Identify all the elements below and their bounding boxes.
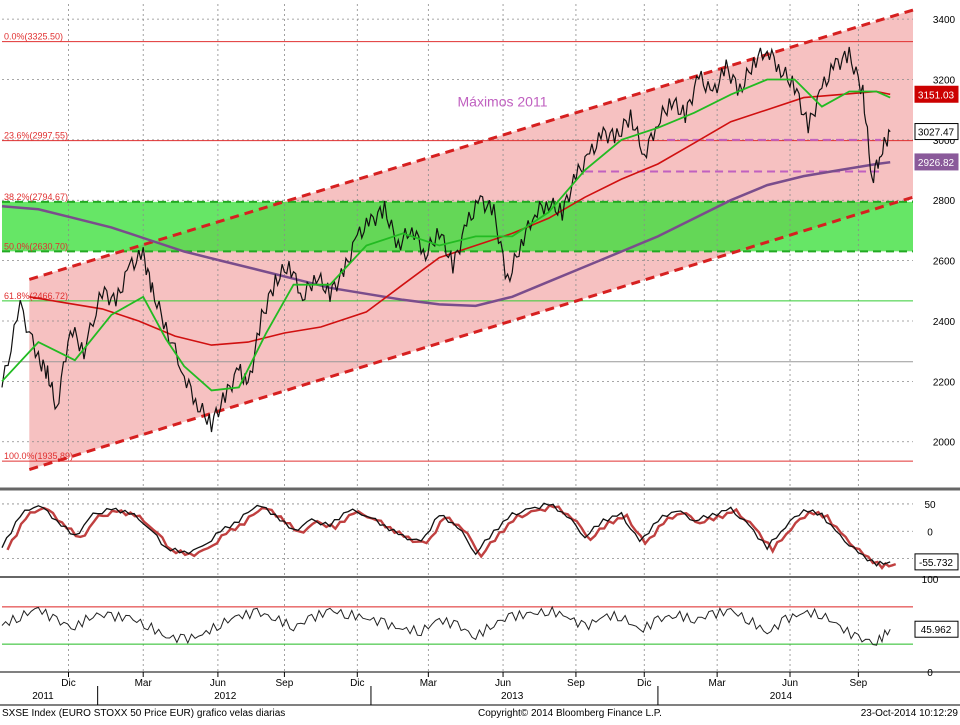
main-y-tick-label: 3400 (933, 15, 956, 26)
price-tag-box (914, 123, 959, 141)
rsi-panel: 10050045.962 (1, 575, 959, 679)
fibonacci-green-band (2, 201, 913, 252)
month-label: Jun (782, 678, 798, 689)
main-y-tick-label: 2800 (933, 196, 956, 207)
month-label: Jun (210, 678, 226, 689)
year-label: 2012 (214, 691, 237, 702)
month-label: Sep (849, 678, 867, 689)
month-label: Dic (637, 678, 651, 689)
month-label: Dic (350, 678, 364, 689)
main-y-tick-label: 2400 (933, 317, 956, 328)
osc-value-box (914, 553, 959, 571)
month-label: Mar (420, 678, 438, 689)
osc-y-tick-label: 50 (924, 500, 936, 511)
fibonacci-level-label: 61.8%(2466.72) (4, 291, 68, 301)
fibonacci-level-label: 0.0%(3325.50) (4, 32, 63, 42)
year-label: 2013 (501, 691, 524, 702)
time-axis: Dic Mar Jun Sep Dic Mar Jun Sep Dic Mar Jun Sep 2011… (0, 671, 960, 706)
footer-left: SXSE Index (EURO STOXX 50 Price EUR) gra… (2, 708, 285, 719)
moving-average-long (1, 160, 891, 308)
rsi-value-label: 45.962 (921, 625, 952, 636)
rsi-value-box (914, 620, 959, 638)
fibonacci-level-label: 23.6%(2997.55) (4, 131, 68, 141)
oscillator-panel: 500-50-55.732 (0, 493, 960, 578)
footer-copyright: Copyright© 2014 Bloomberg Finance L.P. (478, 708, 662, 719)
main-y-tick-label: 2200 (933, 377, 956, 388)
rsi-y-tick-label: 0 (927, 668, 933, 679)
month-label: Sep (567, 678, 585, 689)
month-label: Jun (495, 678, 511, 689)
osc-y-tick-label: 0 (927, 527, 933, 538)
moving-average-mid (29, 90, 891, 346)
channel-upper-line (28, 8, 914, 281)
fibonacci-level-label: 50.0%(2630.70) (4, 241, 68, 251)
price-tag-box (914, 153, 959, 171)
rsi-line (1, 605, 891, 646)
main-y-tick-label: 2000 (933, 438, 956, 449)
main-y-tick-label: 2600 (933, 257, 956, 268)
oscillator-line (1, 502, 891, 567)
maximos-2011-annotation: Máximos 2011 (458, 94, 548, 110)
moving-average-short (1, 78, 891, 392)
price-series (1, 46, 891, 433)
osc-value-label: -55.732 (919, 558, 953, 569)
fibonacci-level-label: 100.0%(1935.89) (4, 451, 73, 461)
month-label: Sep (276, 678, 294, 689)
price-tag-label: 2926.82 (918, 158, 955, 169)
price-tag-label: 3151.03 (918, 90, 955, 101)
fibonacci-level-label: 38.2%(2794.67) (4, 192, 68, 202)
price-tag-box (914, 85, 959, 103)
year-label: 2014 (770, 691, 793, 702)
rsi-y-tick-label: 100 (922, 575, 939, 586)
main-price-panel: 0.0%(3325.50) 23.6%(2997.55) 38.2%(2794.67… (0, 4, 960, 491)
month-label: Mar (135, 678, 153, 689)
main-y-tick-label: 3000 (933, 136, 956, 147)
main-y-tick-label: 3200 (933, 75, 956, 86)
month-label: Dic (61, 678, 75, 689)
month-label: Mar (709, 678, 727, 689)
year-label: 2011 (32, 691, 54, 702)
price-tag-label: 3027.47 (918, 128, 955, 139)
channel-lower-line (28, 195, 914, 471)
footer-timestamp: 23-Oct-2014 10:12:29 (861, 708, 959, 719)
footer-bar: SXSE Index (EURO STOXX 50 Price EUR) gra… (2, 708, 958, 719)
